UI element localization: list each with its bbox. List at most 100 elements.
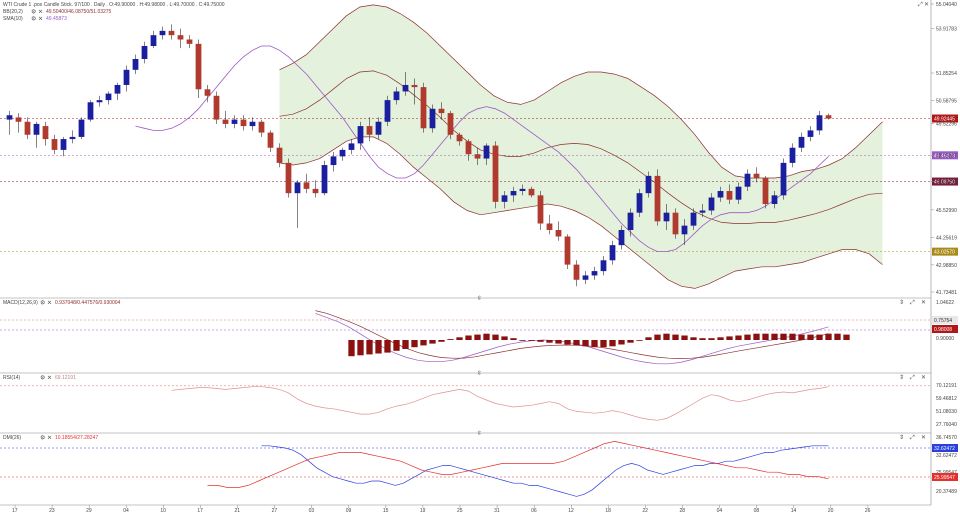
candle-bullish[interactable] [402,84,409,92]
candle-bearish[interactable] [564,236,571,265]
macd-expand-icon[interactable]: ⤢ [910,299,915,306]
candle-bullish[interactable] [150,35,157,47]
candle-bullish[interactable] [735,186,742,200]
candle-bullish[interactable] [330,156,337,166]
candle-bullish[interactable] [96,100,103,103]
sma-settings-icon[interactable]: ⚙ [31,16,36,23]
candle-bullish[interactable] [744,173,751,187]
candle-bearish[interactable] [474,154,481,159]
candle-bearish[interactable] [672,212,679,235]
candle-bullish[interactable] [429,108,436,129]
price-close-icon[interactable]: ✕ [924,1,929,8]
dmi-settings-icon[interactable]: ⚙ [40,435,45,442]
candle-bullish[interactable] [78,119,85,137]
macd-close-panel-icon[interactable]: ✕ [921,299,926,306]
sma-close-icon[interactable]: ✕ [38,16,43,23]
rsi-expand-icon[interactable]: ⤢ [910,374,915,381]
macd-close-icon[interactable]: ✕ [47,300,52,307]
candle-bullish[interactable] [798,136,805,148]
candle-bullish[interactable] [141,46,148,59]
candle-bearish[interactable] [168,30,175,36]
candle-bearish[interactable] [258,121,265,133]
candle-bullish[interactable] [294,182,301,194]
macd-move-icon[interactable]: ⇕ [899,299,904,306]
candle-bullish[interactable] [249,121,256,127]
candle-bullish[interactable] [33,123,40,135]
candle-bullish[interactable] [501,195,508,202]
candle-bullish[interactable] [384,100,391,122]
candle-bearish[interactable] [420,87,427,129]
candle-bullish[interactable] [6,115,13,120]
candle-bullish[interactable] [681,225,688,235]
splitter-handle-icon[interactable]: ⇳ [477,430,482,437]
rsi-close-panel-icon[interactable]: ✕ [921,374,926,381]
candle-bullish[interactable] [645,175,652,194]
rsi-move-icon[interactable]: ⇕ [899,374,904,381]
rsi-panel[interactable] [0,385,931,421]
candle-bullish[interactable] [159,30,166,36]
candle-bullish[interactable] [708,197,715,211]
candle-bullish[interactable] [60,139,67,150]
candle-bearish[interactable] [276,147,283,163]
candle-bullish[interactable] [123,69,130,85]
candle-bullish[interactable] [393,91,400,101]
macd-panel[interactable] [0,310,931,365]
candle-bearish[interactable] [555,229,562,237]
candle-bearish[interactable] [204,89,211,96]
candle-bullish[interactable] [87,102,94,120]
candle-bullish[interactable] [789,147,796,163]
candle-bullish[interactable] [609,245,616,261]
candle-bearish[interactable] [825,115,832,119]
candle-bullish[interactable] [231,119,238,124]
candle-bearish[interactable] [762,178,769,205]
candle-bearish[interactable] [222,119,229,124]
candle-bullish[interactable] [105,93,112,101]
price-expand-icon[interactable]: ⤢ [918,1,923,8]
candle-bearish[interactable] [573,264,580,280]
dmi-expand-icon[interactable]: ⤢ [910,434,915,441]
dmi-close-panel-icon[interactable]: ✕ [921,434,926,441]
bb-settings-icon[interactable]: ⚙ [31,9,36,16]
candle-bullish[interactable] [69,136,76,140]
candle-bullish[interactable] [132,58,139,70]
price-panel[interactable] [0,4,931,289]
candle-bearish[interactable] [24,121,31,135]
candle-bullish[interactable] [321,165,328,194]
candle-bearish[interactable] [753,173,760,179]
candle-bearish[interactable] [303,182,310,189]
candle-bearish[interactable] [42,126,49,140]
candle-bullish[interactable] [339,149,346,157]
candle-bullish[interactable] [114,84,121,94]
candle-bullish[interactable] [591,271,598,276]
candle-bearish[interactable] [312,188,319,194]
candle-bearish[interactable] [537,195,544,224]
candle-bearish[interactable] [438,108,445,114]
candle-bearish[interactable] [654,175,661,222]
candle-bearish[interactable] [195,43,202,90]
candle-bearish[interactable] [546,223,553,230]
candle-bullish[interactable] [348,143,355,150]
splitter-handle-icon[interactable]: ⇳ [477,295,482,302]
candle-bullish[interactable] [807,130,814,137]
candle-bullish[interactable] [636,193,643,213]
candle-bearish[interactable] [285,162,292,194]
candle-bullish[interactable] [519,188,526,192]
candle-bearish[interactable] [528,188,535,196]
rsi-settings-icon[interactable]: ⚙ [40,375,45,382]
candle-bullish[interactable] [699,210,706,213]
splitter-handle-icon[interactable]: ⇳ [477,370,482,377]
macd-settings-icon[interactable]: ⚙ [40,300,45,307]
candle-bullish[interactable] [483,145,490,159]
candle-bearish[interactable] [447,113,454,135]
dmi-close-icon[interactable]: ✕ [47,435,52,442]
candle-bearish[interactable] [240,119,247,127]
candle-bullish[interactable] [816,115,823,131]
candle-bearish[interactable] [492,145,499,202]
candle-bearish[interactable] [366,126,373,135]
candle-bullish[interactable] [690,212,697,226]
candle-bullish[interactable] [510,191,517,196]
candle-bullish[interactable] [357,126,364,144]
candle-bullish[interactable] [663,212,670,222]
candle-bearish[interactable] [51,139,58,150]
candle-bullish[interactable] [582,275,589,280]
